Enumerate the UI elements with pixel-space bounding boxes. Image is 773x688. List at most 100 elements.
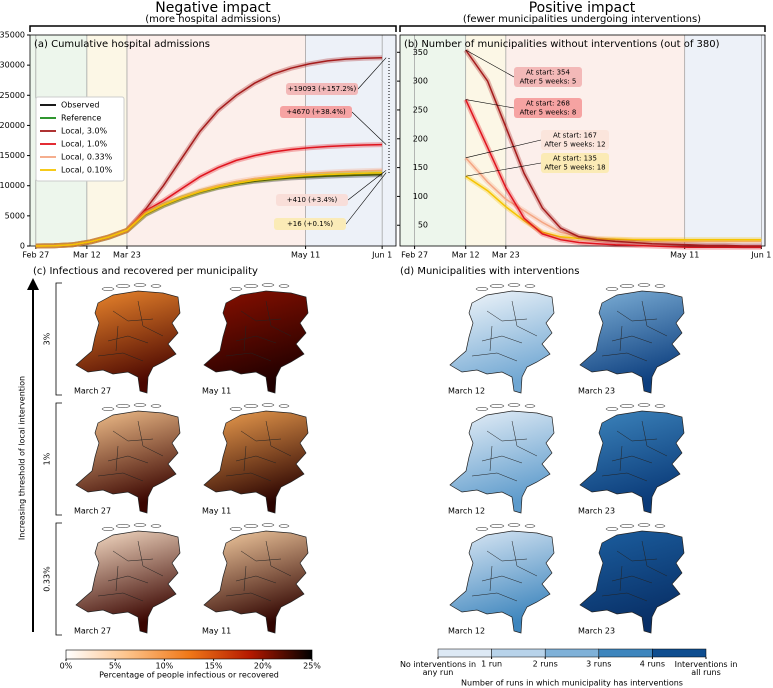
annotation-arrow xyxy=(465,49,515,78)
map-caption: March 23 xyxy=(578,507,615,516)
colorbar-block xyxy=(437,648,492,658)
map-shape xyxy=(75,523,181,634)
row-bracket xyxy=(55,522,62,636)
y-tick-label: 0 xyxy=(20,242,25,251)
annotation: After 5 weeks: 18 xyxy=(544,164,605,172)
legend-label: Local, 0.33% xyxy=(61,153,113,162)
annotation-box xyxy=(286,83,358,95)
annotation-arrow xyxy=(351,111,387,145)
map xyxy=(579,283,685,394)
x-tick-label: Mar 23 xyxy=(492,251,520,260)
series-line xyxy=(465,99,762,248)
period-shade xyxy=(400,35,466,246)
y-tick-label: 15000 xyxy=(0,151,25,160)
annotation: After 5 weeks: 12 xyxy=(544,141,605,149)
colorbar-block xyxy=(598,648,653,658)
colorbar-block xyxy=(652,648,707,658)
annotation-box xyxy=(274,218,346,230)
y-tick-label: 100 xyxy=(413,192,428,201)
annotation-arrow xyxy=(465,139,542,159)
bracket xyxy=(29,25,397,32)
map-shape xyxy=(449,403,555,514)
row-bracket xyxy=(55,282,62,396)
y-tick-label: 350 xyxy=(413,48,428,57)
subheading: (more hospital admissions) xyxy=(145,14,281,25)
heading: Negative impact xyxy=(155,0,271,16)
colorbar-tick-label: 2 runs xyxy=(533,660,558,669)
x-tick-label: Mar 12 xyxy=(73,251,101,260)
colorbar-tick-label: 4 runs xyxy=(640,660,665,669)
colorbar-tick-label: 5% xyxy=(109,662,122,671)
map xyxy=(75,523,181,634)
map-caption: March 12 xyxy=(448,507,485,516)
annotation: +19093 (+157.2%) xyxy=(288,85,357,93)
map-shape xyxy=(203,283,309,394)
map xyxy=(203,523,309,634)
annotation-arrow xyxy=(465,162,542,177)
row-bracket xyxy=(55,402,62,516)
colorbar-block xyxy=(544,648,600,658)
legend-label: Local, 1.0% xyxy=(61,140,108,149)
period-shade xyxy=(126,35,306,246)
series-line xyxy=(465,49,762,247)
colorbar xyxy=(65,649,313,660)
legend-label: Local, 0.10% xyxy=(61,166,113,175)
annotation-arrow xyxy=(357,57,387,90)
map xyxy=(75,403,181,514)
y-tick-label: 50 xyxy=(418,221,428,230)
map-caption: March 12 xyxy=(448,627,485,636)
map-caption: May 11 xyxy=(202,627,231,636)
map-caption: May 11 xyxy=(202,387,231,396)
colorbar-tick-label: 0% xyxy=(60,662,73,671)
annotation: At start: 354 xyxy=(526,69,570,77)
map-shape xyxy=(203,523,309,634)
map-shape xyxy=(75,283,181,394)
colorbar-tick-label: 25% xyxy=(303,662,321,671)
map-shape xyxy=(203,403,309,514)
period-shade xyxy=(465,35,506,246)
row-label: 3% xyxy=(43,332,52,345)
map-shape xyxy=(449,523,555,634)
colorbar-tick-label: Interventions in all runs xyxy=(675,660,738,677)
annotation-arrow xyxy=(465,99,515,109)
map-caption: March 23 xyxy=(578,627,615,636)
map-shape xyxy=(449,283,555,394)
map xyxy=(449,523,555,634)
annotation-box xyxy=(541,153,609,173)
map-caption: May 11 xyxy=(202,507,231,516)
annotation-box xyxy=(276,194,348,206)
colorbar-block xyxy=(491,648,546,658)
x-tick-label: May 11 xyxy=(291,251,320,260)
period-shade xyxy=(684,35,765,246)
annotation: At start: 167 xyxy=(553,132,597,140)
map xyxy=(579,403,685,514)
map xyxy=(75,283,181,394)
annotation-arrow xyxy=(345,172,387,225)
series-line xyxy=(465,175,762,241)
x-tick-label: May 11 xyxy=(670,251,699,260)
y-tick-label: 25000 xyxy=(0,91,25,100)
colorbar-label: Percentage of people infectious or recov… xyxy=(99,671,279,680)
map-shape xyxy=(579,403,685,514)
y-tick-label: 5000 xyxy=(5,211,25,220)
y-tick-label: 35000 xyxy=(0,31,25,40)
row-label: 1% xyxy=(43,452,52,465)
map-shape xyxy=(75,403,181,514)
legend-label: Observed xyxy=(61,101,100,110)
subheading: (fewer municipalities undergoing interve… xyxy=(463,14,701,25)
annotation: After 5 weeks: 8 xyxy=(520,109,577,117)
panel-title: (c) Infectious and recovered per municip… xyxy=(33,266,258,277)
map xyxy=(579,523,685,634)
y-tick-label: 250 xyxy=(413,105,428,114)
map-caption: March 27 xyxy=(74,387,111,396)
annotation-box xyxy=(514,98,582,118)
colorbar-label: Number of runs in which municipality has… xyxy=(461,679,683,688)
plot-frame xyxy=(29,34,397,247)
annotation: +4670 (+38.4%) xyxy=(286,108,346,116)
map-caption: March 27 xyxy=(74,507,111,516)
y-tick-label: 30000 xyxy=(0,61,25,70)
y-tick-label: 150 xyxy=(413,163,428,172)
x-tick-label: Jun 1 xyxy=(750,251,771,260)
legend-box xyxy=(35,96,125,182)
